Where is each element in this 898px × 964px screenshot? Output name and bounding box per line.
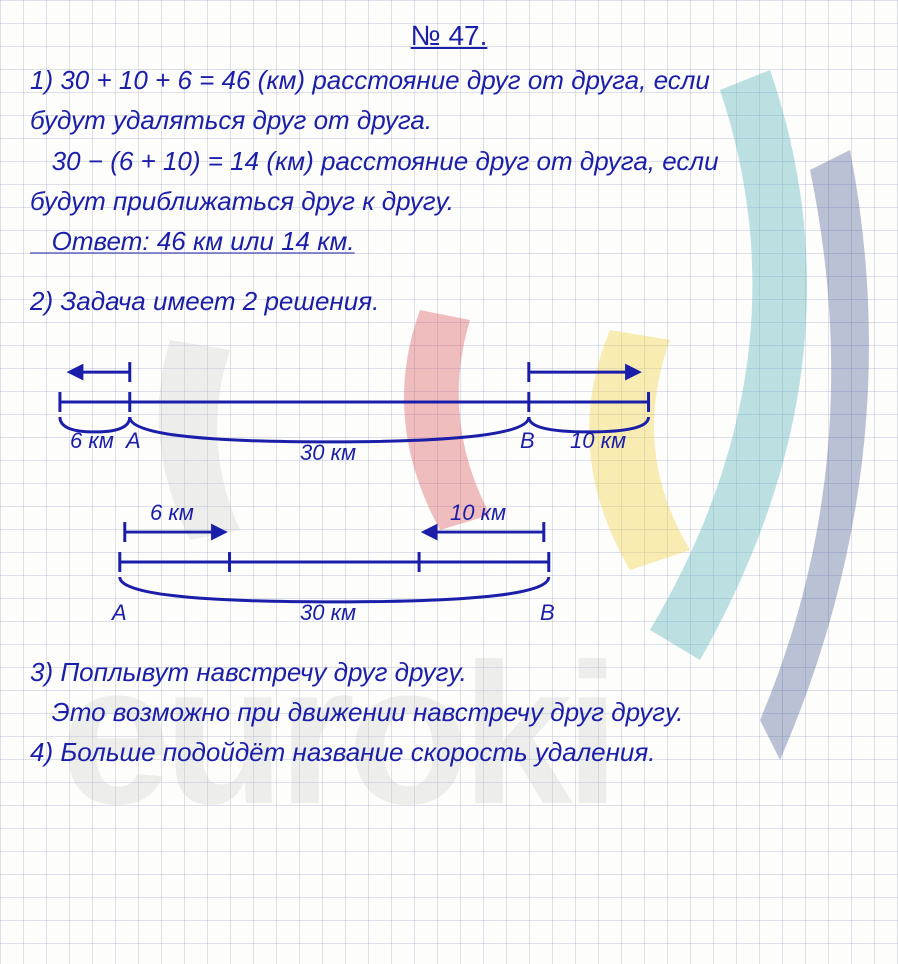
solution-line-3: 30 − (6 + 10) = 14 (км) расстояние друг … [30,141,868,181]
solution-line-1: 1) 30 + 10 + 6 = 46 (км) расстояние друг… [30,60,868,100]
diagram2-point-b: B [540,600,555,626]
diagram1-mid-dist: 30 км [300,440,356,466]
problem-number: № 47. [30,20,868,52]
handwritten-content: № 47. 1) 30 + 10 + 6 = 46 (км) расстояни… [0,0,898,964]
solution-part4: 4) Больше подойдёт название скорость уда… [30,732,868,772]
diagram1-point-a: A [126,428,141,454]
diagram2-mid-dist: 30 км [300,600,356,626]
solution-part2: 2) Задача имеет 2 решения. [30,281,868,321]
diagram1-right-dist: 10 км [570,428,626,454]
solution-part3-line2: Это возможно при движении навстречу друг… [30,692,868,732]
diagram-1: 6 км A 30 км B 10 км [30,332,868,472]
solution-line-4: будут приближаться друг к другу. [30,181,868,221]
diagram1-point-b: B [520,428,535,454]
solution-part3-line1: 3) Поплывут навстречу друг другу. [30,652,868,692]
answer-line-1: Ответ: 46 км или 14 км. [30,221,868,261]
diagram1-left-dist: 6 км [70,428,114,454]
diagram2-right-dist: 10 км [450,500,506,526]
diagram2-point-a: A [112,600,127,626]
solution-line-2: будут удаляться друг от друга. [30,100,868,140]
diagram-2: 6 км 10 км A 30 км B [30,482,868,632]
diagram2-left-dist: 6 км [150,500,194,526]
